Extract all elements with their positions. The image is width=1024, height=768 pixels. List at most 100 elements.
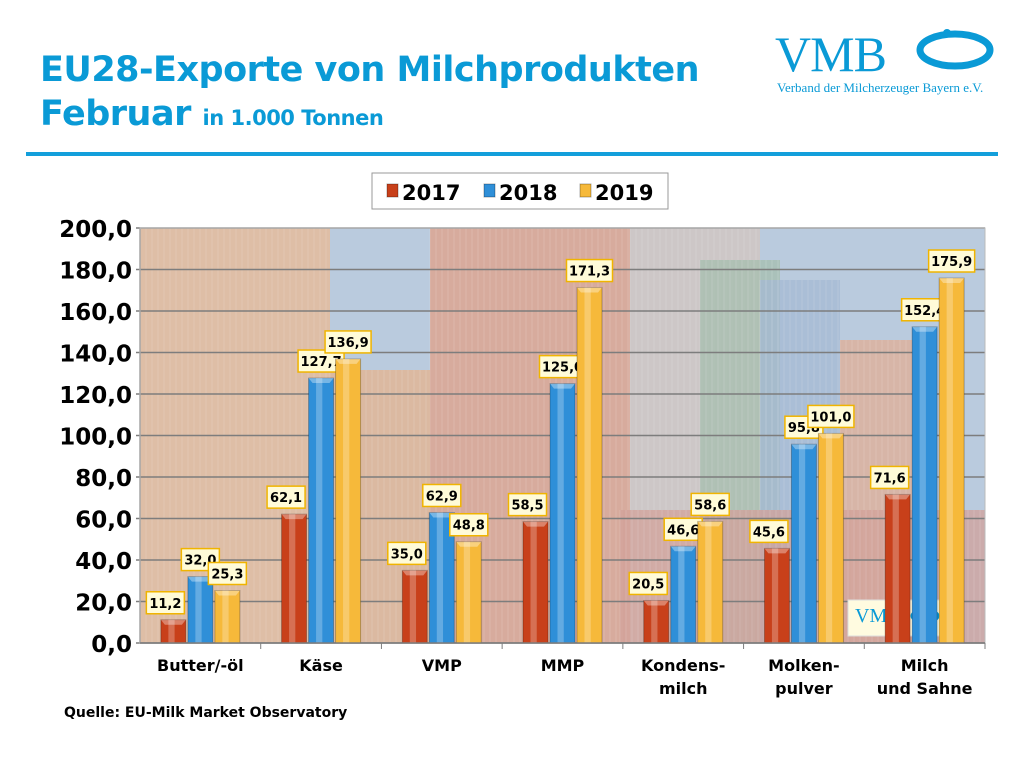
- x-category-label: Milch: [901, 656, 949, 675]
- data-label-box: [145, 591, 186, 615]
- bar-highlight: [530, 521, 537, 643]
- bar-highlight: [316, 378, 323, 643]
- bar-2018: [790, 443, 817, 644]
- bar-2017: [884, 493, 911, 644]
- data-label: 171,3: [569, 265, 610, 280]
- bar-bevel: [818, 433, 844, 439]
- bar-bevel: [281, 514, 307, 520]
- bar-bevel: [885, 494, 911, 500]
- data-label: 20,5: [632, 577, 664, 592]
- data-label: 62,1: [270, 491, 302, 506]
- y-tick-label: 0,0: [91, 632, 132, 658]
- data-label: 101,0: [810, 410, 851, 425]
- bar-bevel: [643, 600, 669, 606]
- data-label-box: [628, 571, 668, 596]
- title-divider: [26, 152, 998, 156]
- bar-2018: [670, 545, 697, 644]
- bar-highlight: [289, 514, 296, 643]
- logo-text: VMB: [775, 26, 887, 82]
- legend-label: 2019: [595, 181, 653, 205]
- data-label-box: [749, 519, 789, 544]
- legend: 2017 2018 2019: [371, 172, 669, 210]
- x-category-label: pulver: [775, 679, 833, 698]
- bar-bevel: [160, 619, 186, 625]
- data-label-box: [422, 483, 462, 508]
- bar-2019: [214, 590, 241, 644]
- data-label: 58,6: [694, 498, 726, 513]
- data-label: 25,3: [211, 568, 243, 583]
- title-line-2: Februar: [40, 94, 191, 134]
- vmb-logo: VMB Verband der Milcherzeuger Bayern e.V…: [775, 25, 1005, 105]
- bar-bevel: [187, 576, 213, 582]
- bar-bevel: [335, 358, 361, 364]
- data-label: 35,0: [391, 547, 423, 562]
- y-tick-label: 160,0: [59, 300, 132, 326]
- data-label: 46,6: [667, 523, 699, 538]
- bar-highlight: [678, 546, 685, 643]
- bar-bevel: [764, 548, 790, 554]
- data-label-box: [449, 512, 489, 537]
- data-label: 45,6: [753, 525, 785, 540]
- bar-bevel: [791, 444, 817, 450]
- x-category-label: Butter/-öl: [157, 656, 244, 675]
- data-label: 11,2: [149, 597, 181, 612]
- logo-subtitle: Verband der Milcherzeuger Bayern e.V.: [777, 80, 984, 95]
- legend-label: 2017: [402, 181, 460, 205]
- bar-2019: [817, 432, 844, 644]
- bar-highlight: [946, 278, 953, 643]
- bar-bevel: [402, 570, 428, 576]
- title-unit: in 1.000 Tonnen: [202, 106, 384, 130]
- bar-2017: [522, 521, 549, 644]
- bar-bevel: [550, 383, 575, 389]
- x-category-label: MMP: [541, 656, 585, 675]
- bar-highlight: [463, 541, 471, 643]
- source-note: Quelle: EU-Milk Market Observatory: [64, 705, 348, 721]
- bar-highlight: [222, 590, 229, 643]
- bar-highlight: [584, 287, 591, 643]
- bar-highlight: [651, 600, 658, 643]
- data-label: 58,5: [511, 499, 543, 514]
- bar-2018: [549, 383, 576, 644]
- legend-label: 2018: [499, 181, 557, 205]
- y-tick-label: 140,0: [59, 342, 132, 368]
- x-category-label: und Sahne: [877, 679, 973, 698]
- y-tick-label: 180,0: [59, 259, 132, 285]
- data-label: 62,9: [426, 489, 458, 504]
- data-label: 48,8: [453, 519, 485, 534]
- bar-bevel: [912, 326, 938, 332]
- y-tick-label: 200,0: [59, 217, 132, 243]
- bar-bevel: [939, 278, 965, 284]
- y-tick-label: 60,0: [75, 508, 132, 534]
- bar-2017: [763, 547, 790, 644]
- data-label-box: [869, 465, 910, 490]
- bar-2017: [643, 599, 670, 644]
- bar-2017: [401, 569, 428, 644]
- data-label-box: [807, 404, 855, 429]
- data-label: 175,9: [931, 255, 972, 270]
- data-label-box: [690, 492, 730, 517]
- x-category-label: VMP: [422, 656, 462, 675]
- legend-swatch-2018: [483, 183, 496, 198]
- x-category-label: Käse: [299, 656, 343, 675]
- bar-bevel: [214, 590, 240, 596]
- title-line-1: EU28-Exporte von Milchprodukten: [40, 50, 700, 90]
- bar-bevel: [523, 521, 548, 527]
- bar-highlight: [557, 383, 564, 643]
- data-label-box: [266, 485, 306, 509]
- y-tick-label: 100,0: [59, 425, 132, 451]
- bar-bevel: [577, 287, 602, 293]
- data-label-box: [324, 330, 372, 354]
- y-tick-label: 80,0: [75, 466, 132, 492]
- x-category-label: milch: [659, 679, 708, 698]
- data-label-box: [387, 541, 427, 566]
- bar-highlight: [436, 512, 444, 643]
- x-category-label: Kondens-: [641, 656, 725, 675]
- bar-highlight: [892, 494, 899, 643]
- data-label: 136,9: [328, 336, 369, 351]
- data-label: 127,7: [301, 355, 342, 370]
- data-label: 152,4: [904, 304, 945, 319]
- bar-2019: [576, 287, 603, 644]
- bar-bevel: [456, 541, 482, 547]
- bar-2018: [308, 377, 335, 644]
